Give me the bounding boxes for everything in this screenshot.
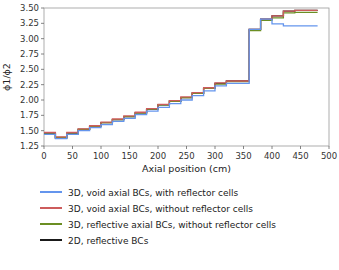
x-tick <box>329 146 330 149</box>
y-tick-label: 3.00 <box>20 34 39 44</box>
x-tick <box>44 146 45 149</box>
plot-frame <box>44 8 329 146</box>
legend: 3D, void axial BCs, with reflector cells… <box>40 188 276 246</box>
x-tick-label: 350 <box>235 151 251 161</box>
x-tick-label: 0 <box>41 151 46 161</box>
y-tick <box>41 100 44 101</box>
y-tick-label: 1.50 <box>20 126 39 136</box>
y-tick-label: 1.25 <box>20 141 39 151</box>
y-tick <box>41 84 44 85</box>
y-tick-label: 3.25 <box>20 18 39 28</box>
y-tick-label: 2.00 <box>20 95 39 105</box>
legend-swatch <box>40 191 62 193</box>
x-tick <box>101 146 102 149</box>
x-tick-label: 150 <box>121 151 137 161</box>
plot-area <box>44 10 318 138</box>
x-tick-label: 250 <box>178 151 194 161</box>
step-line <box>44 10 318 136</box>
y-tick <box>41 69 44 70</box>
x-tick <box>186 146 187 149</box>
x-axis-label: Axial position (cm) <box>142 163 231 174</box>
y-tick <box>41 130 44 131</box>
legend-label: 3D, void axial BCs, without reflector ce… <box>68 204 253 214</box>
y-tick <box>41 115 44 116</box>
x-tick <box>243 146 244 149</box>
step-line <box>44 12 318 137</box>
x-tick <box>300 146 301 149</box>
y-tick-label: 2.50 <box>20 64 39 74</box>
step-line <box>44 19 318 139</box>
x-tick <box>158 146 159 149</box>
x-tick-label: 200 <box>150 151 166 161</box>
y-tick <box>41 146 44 147</box>
x-tick <box>215 146 216 149</box>
x-tick <box>272 146 273 149</box>
y-axis-label: ϕ1/ϕ2 <box>1 63 12 91</box>
x-tick-label: 50 <box>67 151 78 161</box>
y-tick-label: 2.25 <box>20 80 39 90</box>
legend-swatch <box>40 239 62 241</box>
y-tick-label: 3.50 <box>20 3 39 13</box>
y-tick <box>41 38 44 39</box>
legend-label: 3D, reflective axial BCs, without reflec… <box>68 220 276 230</box>
chart: 0 50 100 150 200 250 300 350 400 450 500 1.25 1.50 1.… <box>0 0 339 270</box>
y-tick-label: 1.75 <box>20 110 39 120</box>
legend-swatch <box>40 223 62 225</box>
x-tick <box>72 146 73 149</box>
legend-label: 3D, void axial BCs, with reflector cells <box>68 188 238 198</box>
step-line <box>44 10 318 138</box>
y-tick-label: 2.75 <box>20 49 39 59</box>
legend-swatch <box>40 207 62 209</box>
x-tick <box>129 146 130 149</box>
x-tick-label: 100 <box>93 151 109 161</box>
y-tick <box>41 23 44 24</box>
x-tick-label: 400 <box>264 151 280 161</box>
y-tick <box>41 8 44 9</box>
x-tick-label: 500 <box>321 151 337 161</box>
y-tick <box>41 54 44 55</box>
legend-label: 2D, reflective BCs <box>68 236 149 246</box>
x-tick-label: 450 <box>292 151 308 161</box>
x-tick-label: 300 <box>207 151 223 161</box>
